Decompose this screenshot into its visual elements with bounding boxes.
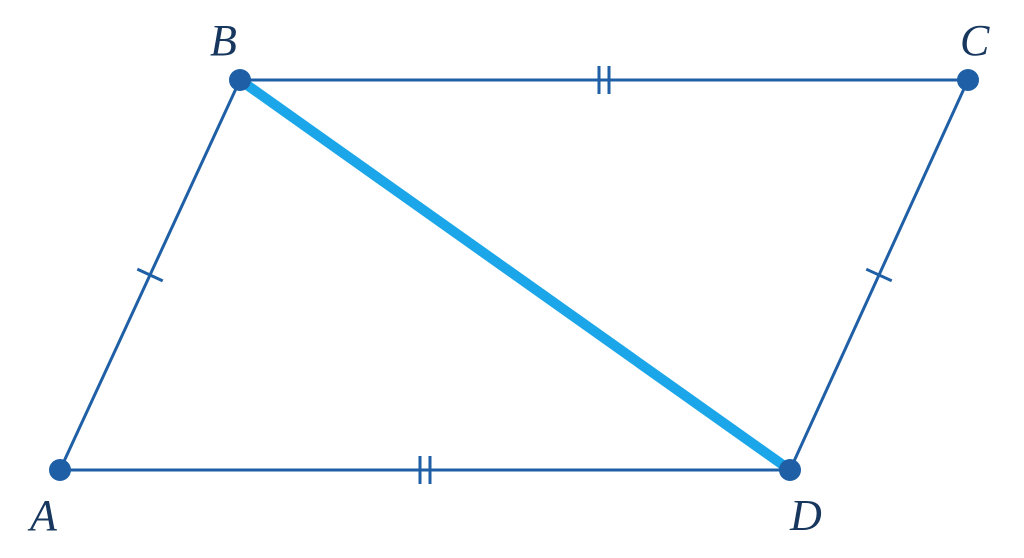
- label-C: C: [960, 16, 990, 65]
- point-A: [49, 459, 71, 481]
- label-D: D: [789, 491, 822, 540]
- point-B: [229, 69, 251, 91]
- label-A: A: [27, 491, 58, 540]
- label-B: B: [210, 16, 237, 65]
- point-C: [957, 69, 979, 91]
- point-D: [779, 459, 801, 481]
- parallelogram-diagram: A B C D: [0, 0, 1024, 558]
